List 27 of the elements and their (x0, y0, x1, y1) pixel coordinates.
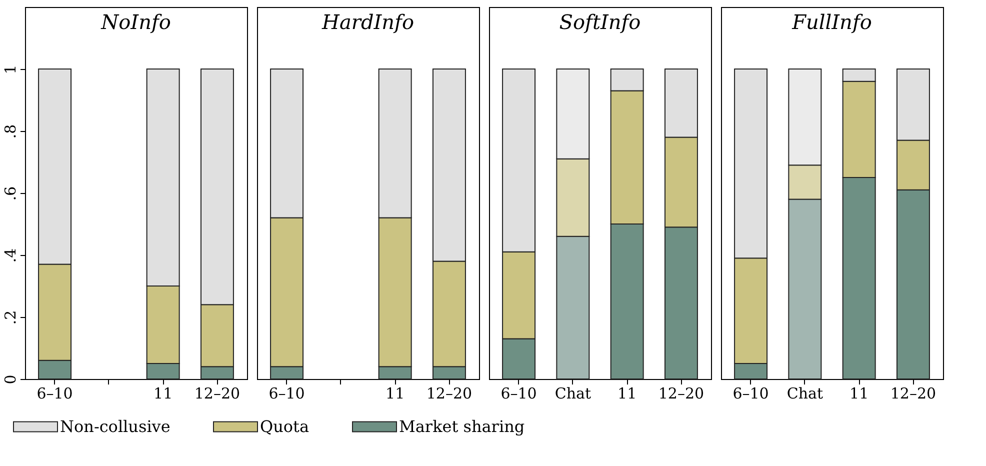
y-tick-label: .4 (2, 248, 20, 263)
chart-title: SoftInfo (559, 10, 641, 34)
x-tick-label: 12–20 (658, 384, 704, 402)
x-tick-label: 12–20 (890, 384, 936, 402)
x-tick-label: 12–20 (426, 384, 472, 402)
y-tick-label: .2 (2, 310, 20, 325)
y-tick-label: 1 (2, 64, 20, 74)
legend-label: Non-collusive (60, 416, 170, 436)
x-tick-label: 6–10 (268, 384, 305, 402)
y-tick-label: 0 (2, 374, 20, 384)
x-tick-label: 11 (386, 384, 405, 402)
chart-title: FullInfo (791, 10, 872, 34)
x-tick-label: Chat (786, 384, 823, 402)
chart-title: NoInfo (100, 10, 171, 34)
x-tick-label: 6–10 (732, 384, 769, 402)
y-tick-label: .6 (2, 186, 20, 201)
legend-label: Market sharing (399, 416, 525, 436)
y-tick-label: .8 (2, 124, 20, 139)
x-tick-label: 11 (618, 384, 637, 402)
x-tick-label: 11 (850, 384, 869, 402)
chart-title: HardInfo (321, 10, 414, 34)
x-tick-label: Chat (554, 384, 591, 402)
x-tick-label: 11 (154, 384, 173, 402)
x-tick-label: 12–20 (194, 384, 240, 402)
legend-label: Quota (260, 416, 310, 436)
x-tick-label: 6–10 (500, 384, 537, 402)
x-tick-label: 6–10 (36, 384, 73, 402)
